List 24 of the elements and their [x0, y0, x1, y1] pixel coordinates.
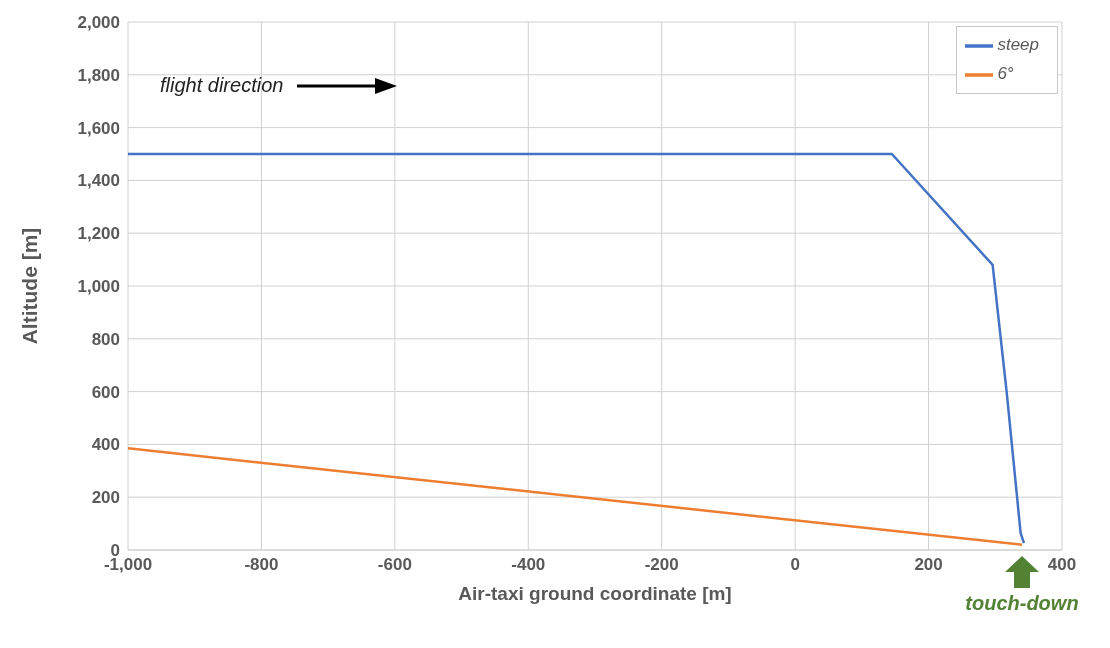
y-tick-label: 600	[91, 382, 120, 402]
y-tick-label: 800	[91, 329, 120, 349]
legend-label: 6°	[997, 63, 1014, 83]
y-tick-label: 200	[91, 488, 120, 508]
x-tick-label: 400	[1047, 555, 1077, 575]
line-series	[128, 152, 1026, 545]
annotation: flight direction	[160, 74, 284, 97]
x-tick-label: 0	[790, 555, 800, 575]
y-tick-label: 2,000	[77, 13, 120, 33]
x-tick-label: -400	[511, 555, 546, 575]
y-tick-label: 1,200	[77, 224, 120, 244]
y-tick-label: 1,000	[77, 277, 120, 297]
text: touch-down	[965, 592, 1079, 615]
y-tick-label: 1,400	[77, 171, 120, 191]
x-axis-title: Air-taxi ground coordinate [m]	[458, 583, 732, 604]
y-tick-label: 1,600	[77, 118, 120, 138]
legend-label: steep	[997, 35, 1039, 54]
y-tick-label: 1,800	[77, 65, 120, 85]
x-tick-label: -600	[377, 555, 412, 575]
x-tick-label: -200	[644, 555, 679, 575]
y-tick-label: 400	[91, 435, 120, 455]
y-axis-title: Altitude [m]	[18, 227, 42, 345]
x-tick-label: -800	[244, 555, 279, 575]
x-tick-label: 200	[914, 555, 943, 575]
